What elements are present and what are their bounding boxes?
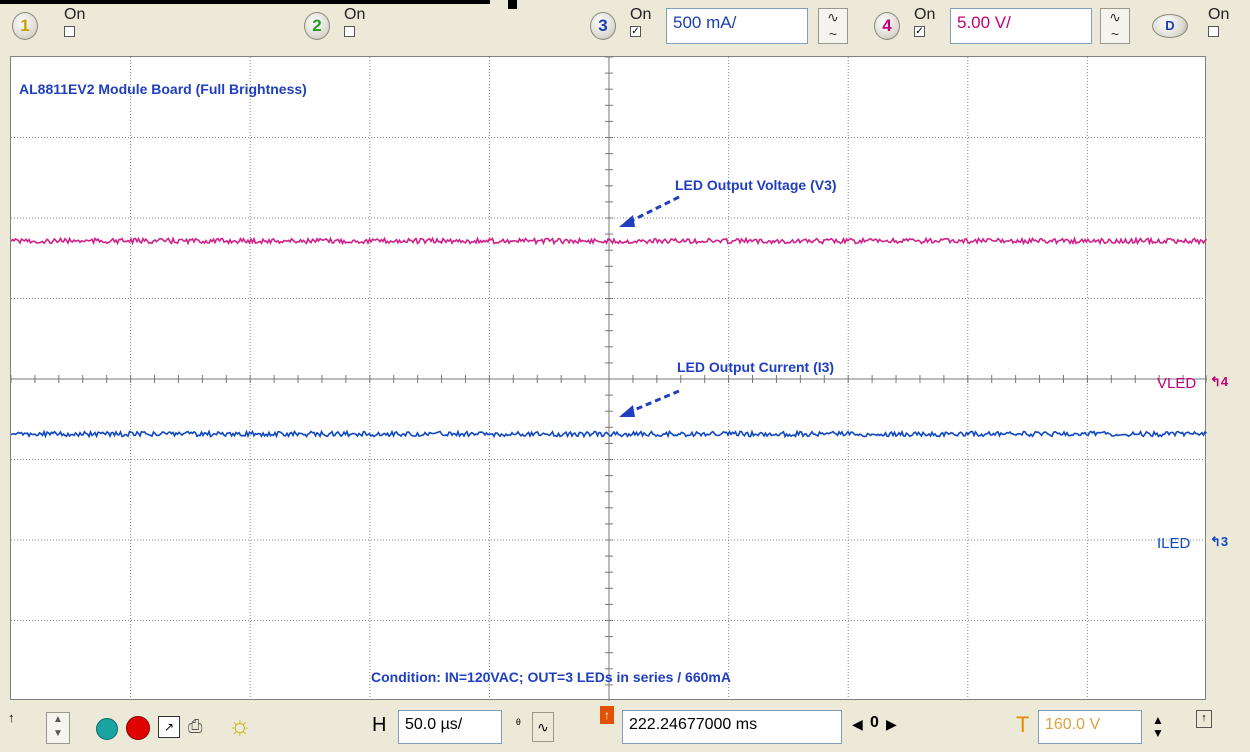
channel-toolbar: 1 On 2 On 3 On ✓ 500 mA/ ∿ ~ 4 On ✓ 5.00 …	[0, 0, 1250, 56]
zero-button[interactable]: 0	[870, 714, 879, 731]
sine-wave-icon: ∿ ~	[827, 9, 839, 42]
horizontal-label: H	[372, 714, 387, 736]
channel-4-marker-number: 4	[1220, 374, 1229, 389]
current-annotation: LED Output Current (I3)	[677, 359, 835, 375]
autoscale-icon[interactable]: ↗	[158, 716, 180, 738]
top-black-line	[0, 0, 490, 4]
spin-arrows-icon: ▲ ▼	[53, 714, 63, 739]
digital-on-checkbox[interactable]	[1208, 26, 1219, 37]
trigger-level-spinner-icon[interactable]: ▲ ▼	[1152, 713, 1164, 740]
trigger-position-marker-icon[interactable]: ↑	[600, 706, 614, 724]
channel-3-marker-number: 3	[1220, 534, 1229, 549]
current-annotation-arrow	[626, 389, 680, 415]
iled-trace-label: ILED	[1157, 535, 1191, 552]
voltage-annotation-arrow	[626, 195, 680, 225]
trigger-label: T	[1016, 712, 1030, 737]
channel-2-button[interactable]: 2	[304, 12, 330, 40]
top-black-mark	[508, 0, 517, 9]
right-marker-icon[interactable]: ↑	[1196, 710, 1212, 728]
channel-4-ground-marker[interactable]: ↰4	[1210, 374, 1228, 390]
left-marker-icon[interactable]: ↑	[8, 710, 15, 725]
waveform-grid-svg	[11, 57, 1207, 701]
channel-4-on-checkbox[interactable]: ✓	[914, 26, 925, 37]
channel-3-on-label: On	[630, 6, 652, 23]
vertical-spin-button[interactable]: ▲ ▼	[46, 712, 70, 744]
channel-3-button[interactable]: 3	[590, 12, 616, 40]
stop-button-icon[interactable]	[126, 716, 150, 740]
digital-channel-button[interactable]: D	[1152, 14, 1188, 38]
print-icon[interactable]: ⎙	[188, 716, 203, 736]
ground-arrow-icon: ↰	[1210, 534, 1221, 549]
ground-arrow-icon: ↰	[1210, 374, 1221, 389]
voltage-annotation: LED Output Voltage (V3)	[675, 177, 837, 193]
vled-trace	[11, 235, 1207, 246]
trigger-level-input[interactable]: 160.0 V	[1038, 710, 1142, 744]
trigger-position-input[interactable]: 222.24677000 ms	[622, 710, 842, 744]
waveform-display[interactable]: AL8811EV2 Module Board (Full Brightness)…	[10, 56, 1207, 701]
channel-4-button[interactable]: 4	[874, 12, 900, 40]
channel-3-scale-input[interactable]: 500 mA/	[666, 8, 808, 44]
vled-trace-label: VLED	[1157, 375, 1197, 392]
channel-3-coupling-button[interactable]: ∿ ~	[818, 8, 848, 44]
channel-4-coupling-button[interactable]: ∿ ~	[1100, 8, 1130, 44]
timebase-input[interactable]: 50.0 µs/	[398, 710, 502, 744]
channel-3-on-checkbox[interactable]: ✓	[630, 26, 641, 37]
channel-1-button[interactable]: 1	[12, 12, 38, 40]
channel-1-on-checkbox[interactable]	[64, 26, 75, 37]
scroll-right-icon[interactable]: ▶	[886, 716, 897, 732]
channel-4-on-label: On	[914, 6, 936, 23]
channel-2-on-checkbox[interactable]	[344, 26, 355, 37]
current-arrow-head-icon	[619, 405, 635, 417]
channel-1-on-label: On	[64, 6, 86, 23]
condition-text: Condition: IN=120VAC; OUT=3 LEDs in seri…	[371, 669, 731, 685]
plot-title: AL8811EV2 Module Board (Full Brightness)	[19, 81, 307, 97]
horizontal-toolbar: ↑ ▲ ▼ ↗ ⎙ ☼ H 50.0 µs/ ᶿ ∿ ↑ 222.24677000…	[0, 704, 1250, 752]
channel-4-scale-input[interactable]: 5.00 V/	[950, 8, 1092, 44]
scroll-left-icon[interactable]: ◀	[852, 716, 863, 732]
channel-3-ground-marker[interactable]: ↰3	[1210, 534, 1228, 550]
coarse-fine-icon[interactable]: ᶿ	[516, 716, 521, 731]
digital-on-label: On	[1208, 6, 1230, 23]
sine-wave-icon: ∿ ~	[1109, 9, 1121, 42]
channel-2-on-label: On	[344, 6, 366, 23]
sine-toggle-icon[interactable]: ∿	[532, 712, 554, 742]
run-button-icon[interactable]	[96, 718, 118, 740]
iled-trace	[11, 429, 1207, 439]
voltage-arrow-head-icon	[619, 215, 635, 227]
brightness-icon[interactable]: ☼	[228, 710, 252, 740]
